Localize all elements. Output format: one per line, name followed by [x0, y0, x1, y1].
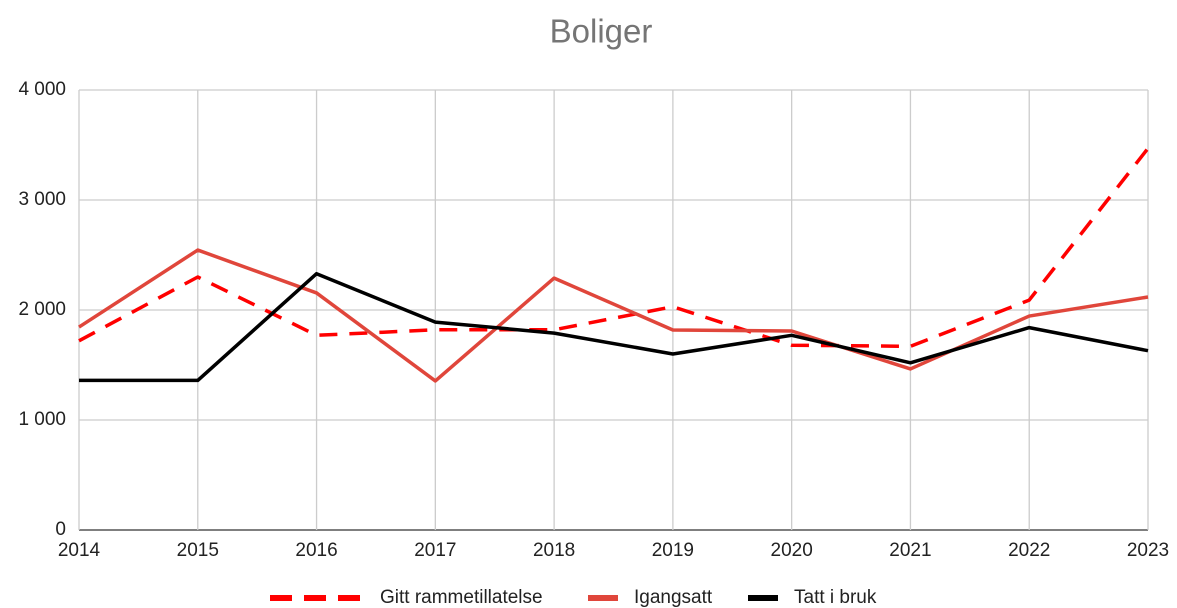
x-tick-label: 2021: [889, 540, 931, 561]
x-tick-label: 2017: [414, 540, 456, 561]
line-series: [78, 248, 1149, 383]
legend-label: Igangsatt: [634, 587, 713, 608]
chart-title: Boliger: [550, 13, 653, 50]
x-tick-label: 2018: [533, 540, 575, 561]
x-tick-label: 2019: [652, 540, 694, 561]
x-tick-label: 2020: [771, 540, 813, 561]
line-series: [79, 271, 1149, 383]
y-tick-label: 1 000: [18, 409, 66, 430]
line-series: [78, 147, 1150, 349]
x-tick-label: 2022: [1008, 540, 1050, 561]
y-tick-label: 3 000: [18, 189, 66, 210]
x-tick-label: 2015: [177, 540, 219, 561]
x-tick-label: 2023: [1127, 540, 1169, 561]
y-tick-label: 4 000: [18, 79, 66, 100]
x-tick-label: 2014: [58, 540, 101, 561]
legend-label: Gitt rammetillatelse: [380, 587, 543, 608]
x-tick-label: 2016: [295, 540, 337, 561]
legend-label: Tatt i bruk: [794, 587, 877, 608]
y-tick-label: 2 000: [18, 299, 66, 320]
y-tick-label: 0: [55, 519, 66, 540]
